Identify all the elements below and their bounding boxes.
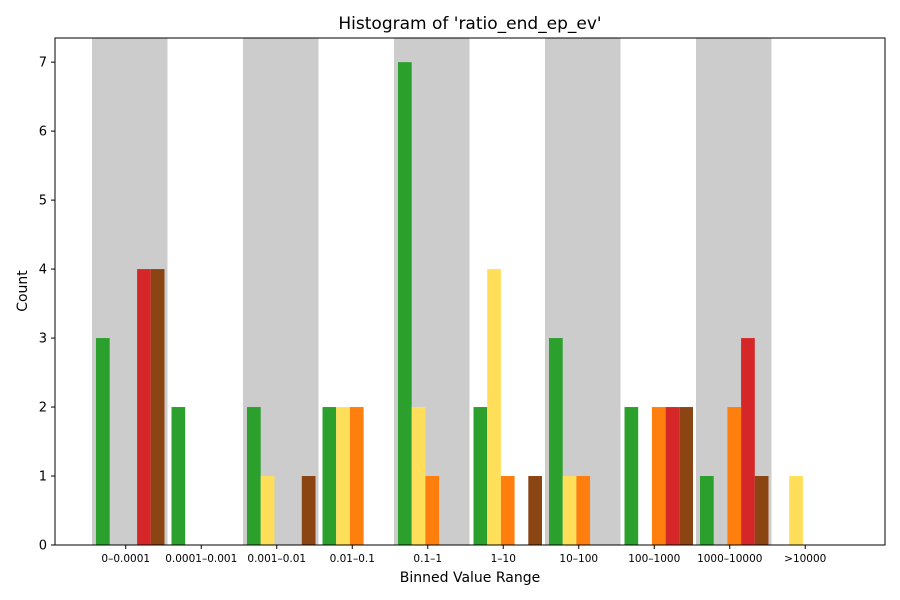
bar: [727, 407, 742, 545]
x-tick-label: 1000–10000: [697, 553, 762, 565]
x-tick-label: 1–10: [491, 553, 516, 565]
y-tick-label: 2: [39, 401, 47, 416]
bar: [96, 338, 110, 545]
bar: [528, 476, 542, 545]
bar: [260, 476, 275, 545]
bar: [665, 407, 680, 545]
bar: [349, 407, 364, 545]
bar: [247, 407, 261, 545]
bar: [137, 269, 151, 545]
x-axis-ticks: 0–0.0001 0.0001–0.001 0.001–0.01 0.01–0.1 0.…: [101, 545, 826, 565]
bars: [96, 62, 803, 545]
x-tick-label: 0.1–1: [413, 553, 442, 565]
bar: [150, 269, 165, 545]
y-tick-label: 7: [39, 56, 47, 71]
y-tick-label: 5: [39, 194, 47, 209]
bar: [301, 476, 316, 545]
plot-frame: [54, 37, 886, 546]
bar: [624, 407, 639, 545]
y-tick-label: 0: [39, 539, 47, 554]
bar: [679, 407, 693, 545]
x-tick-label: >10000: [784, 553, 826, 565]
chart-title: Histogram of 'ratio_end_ep_ev': [338, 14, 601, 34]
y-axis-ticks: 0 1 2 3 4 5 6 7: [39, 56, 55, 554]
x-tick-label: 0.01–0.1: [330, 553, 375, 565]
bar: [398, 62, 412, 545]
bar: [336, 407, 350, 545]
bar: [700, 476, 714, 545]
y-axis-label: Count: [15, 270, 31, 312]
x-tick-label: 0.0001–0.001: [165, 553, 237, 565]
bar: [411, 407, 426, 545]
bar: [754, 476, 769, 545]
bar: [500, 476, 515, 545]
bar: [549, 338, 563, 545]
x-tick-label: 100–1000: [628, 553, 680, 565]
bar: [651, 407, 666, 545]
bar: [789, 476, 803, 545]
bar: [473, 407, 488, 545]
x-tick-label: 10–100: [559, 553, 598, 565]
bar: [425, 476, 440, 545]
y-tick-label: 1: [39, 470, 47, 485]
y-tick-label: 4: [39, 263, 47, 278]
y-tick-label: 3: [39, 332, 47, 347]
bar: [487, 269, 501, 545]
bar: [562, 476, 577, 545]
bar: [576, 476, 591, 545]
y-tick-label: 6: [39, 125, 47, 140]
bar: [741, 338, 755, 545]
x-tick-label: 0.001–0.01: [247, 553, 306, 565]
bar: [171, 407, 186, 545]
bar: [322, 407, 337, 545]
x-tick-label: 0–0.0001: [101, 553, 150, 565]
x-axis-label: Binned Value Range: [400, 570, 540, 586]
